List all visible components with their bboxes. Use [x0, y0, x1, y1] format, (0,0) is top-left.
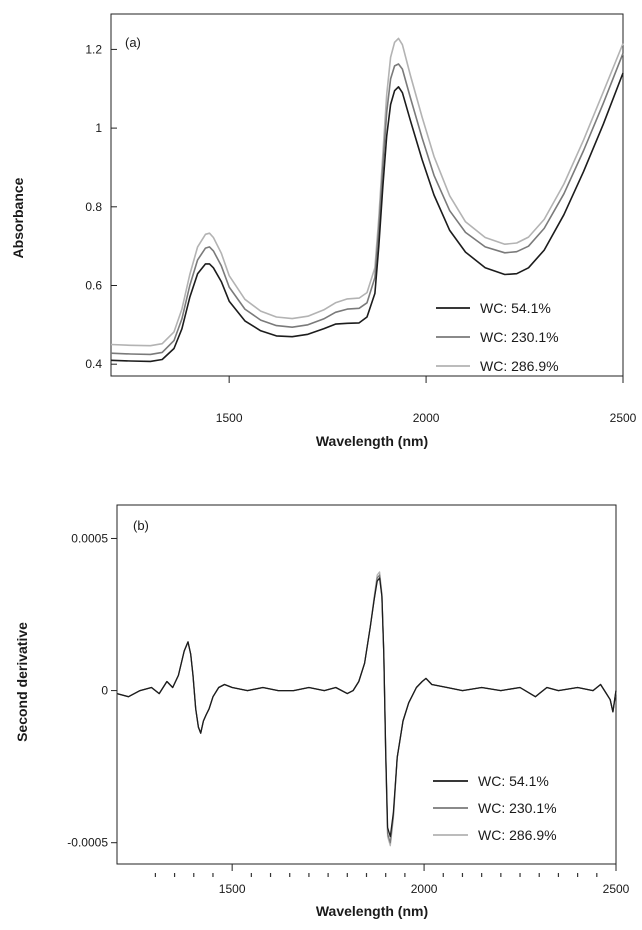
y-tick-label: 1.2: [85, 42, 102, 56]
legend-label: WC: 230.1%: [478, 800, 557, 816]
y-tick-label: 1: [95, 121, 102, 135]
series-line: [116, 577, 617, 838]
legend-label: WC: 54.1%: [480, 300, 551, 316]
panel-b: -0.0005 0 0.0005 1500 2000 2500 Wavelength (nm…: [14, 504, 630, 919]
legend-label: WC: 286.9%: [478, 827, 557, 843]
y-axis-title: Second derivative: [14, 622, 30, 742]
series-line: [110, 37, 624, 347]
legend-label: WC: 230.1%: [480, 329, 559, 345]
y-axis-title: Absorbance: [10, 177, 26, 258]
legend-label: WC: 286.9%: [480, 358, 559, 374]
plot-frame: [110, 13, 624, 377]
x-axis-title: Wavelength (nm): [316, 903, 428, 919]
panel-a: 0.4 0.6 0.8 1 1.2 1500 2000 2500 Wavelength (nm)…: [10, 13, 637, 449]
y-tick-label: 0.4: [85, 357, 102, 371]
series-line: [110, 53, 624, 356]
y-tick-label: -0.0005: [67, 836, 108, 850]
y-tick-label: 0: [101, 684, 108, 698]
y-tick-label: 0.0005: [71, 531, 108, 545]
y-tick-label: 0.8: [85, 200, 102, 214]
plot-frame: [116, 504, 617, 865]
x-axis-title: Wavelength (nm): [316, 433, 428, 449]
legend-label: WC: 54.1%: [478, 773, 549, 789]
x-tick-label: 2000: [411, 882, 438, 896]
series-line: [110, 72, 624, 363]
x-tick-label: 2500: [603, 882, 630, 896]
x-tick-label: 2500: [610, 411, 637, 425]
x-tick-label: 2000: [413, 411, 440, 425]
panel-label: (a): [125, 35, 141, 50]
x-tick-label: 1500: [219, 882, 246, 896]
x-tick-label: 1500: [216, 411, 243, 425]
y-tick-label: 0.6: [85, 279, 102, 293]
panel-label: (b): [133, 518, 149, 533]
